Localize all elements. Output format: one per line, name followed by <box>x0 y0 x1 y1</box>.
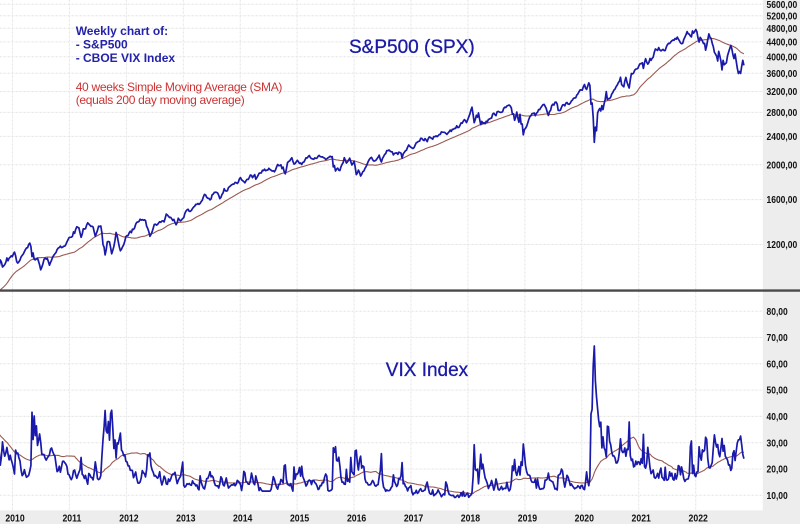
svg-text:2011: 2011 <box>62 513 81 524</box>
svg-text:80,00: 80,00 <box>767 306 788 317</box>
svg-text:5200,00: 5200,00 <box>767 11 798 22</box>
svg-text:4400,00: 4400,00 <box>767 37 798 48</box>
svg-text:2020: 2020 <box>575 513 594 524</box>
svg-text:40,00: 40,00 <box>767 411 788 422</box>
svg-text:2000,00: 2000,00 <box>767 160 798 171</box>
svg-text:2015: 2015 <box>290 513 309 524</box>
svg-text:- CBOE VIX Index: - CBOE VIX Index <box>76 51 176 65</box>
svg-text:70,00: 70,00 <box>767 332 788 343</box>
svg-text:1200,00: 1200,00 <box>767 239 798 250</box>
svg-text:20,00: 20,00 <box>767 464 788 475</box>
svg-text:2012: 2012 <box>119 513 138 524</box>
svg-text:50,00: 50,00 <box>767 385 788 396</box>
svg-text:10,00: 10,00 <box>767 490 788 501</box>
svg-text:(equals 200 day moving average: (equals 200 day moving average) <box>76 93 245 107</box>
svg-text:40 weeks Simple Moving Average: 40 weeks Simple Moving Average (SMA) <box>76 80 283 94</box>
svg-text:2400,00: 2400,00 <box>767 131 798 142</box>
svg-text:3600,00: 3600,00 <box>767 68 798 79</box>
svg-text:3200,00: 3200,00 <box>767 86 798 97</box>
svg-text:VIX Index: VIX Index <box>386 360 469 381</box>
svg-text:S&P500 (SPX): S&P500 (SPX) <box>349 37 475 58</box>
svg-text:30,00: 30,00 <box>767 438 788 449</box>
svg-text:4000,00: 4000,00 <box>767 52 798 63</box>
svg-text:2022: 2022 <box>689 513 708 524</box>
svg-text:Weekly chart of:: Weekly chart of: <box>76 24 168 38</box>
svg-text:2017: 2017 <box>404 513 423 524</box>
svg-text:2014: 2014 <box>233 513 253 524</box>
svg-text:2800,00: 2800,00 <box>767 107 798 118</box>
svg-text:4800,00: 4800,00 <box>767 23 798 34</box>
svg-text:5600,00: 5600,00 <box>767 0 798 10</box>
svg-text:2018: 2018 <box>461 513 480 524</box>
svg-text:2016: 2016 <box>347 513 366 524</box>
svg-text:60,00: 60,00 <box>767 359 788 370</box>
svg-text:2013: 2013 <box>176 513 195 524</box>
svg-text:1600,00: 1600,00 <box>767 195 798 206</box>
svg-text:- S&P500: - S&P500 <box>76 38 128 52</box>
svg-text:2019: 2019 <box>518 513 537 524</box>
svg-text:2010: 2010 <box>5 513 24 524</box>
svg-text:2021: 2021 <box>632 513 651 524</box>
